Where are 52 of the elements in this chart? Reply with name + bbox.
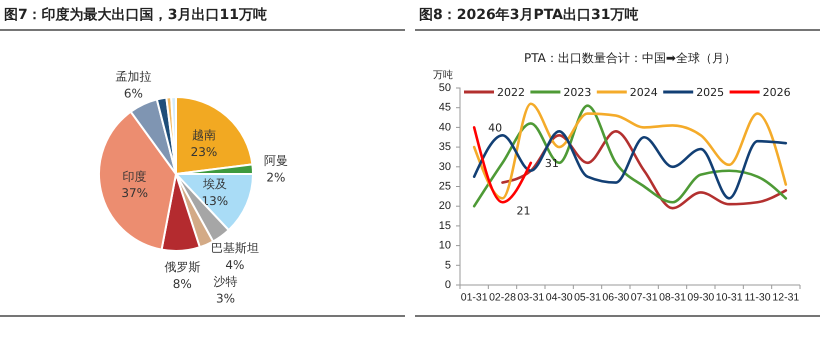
x-tick-label: 02-28: [489, 291, 516, 304]
slice-label: 印度: [122, 169, 147, 184]
slice-label: 沙特: [214, 274, 238, 288]
y-axis-title: 万吨: [433, 69, 453, 81]
slice-label: 越南: [192, 128, 216, 142]
y-tick-label: 40: [438, 121, 451, 134]
y-tick-label: 25: [438, 180, 451, 192]
x-tick-label: 10-31: [716, 291, 743, 304]
x-tick-label: 07-31: [630, 291, 658, 304]
x-tick-label: 05-31: [574, 291, 602, 304]
legend-label: 2022: [497, 86, 525, 99]
data-label: 3%: [216, 291, 236, 306]
legend-label: 2025: [696, 86, 724, 99]
x-tick-label: 12-31: [772, 291, 800, 304]
y-tick-label: 15: [438, 220, 451, 232]
x-tick-label: 09-30: [687, 291, 714, 304]
data-label: 13%: [202, 194, 228, 208]
y-tick-label: 50: [438, 82, 451, 94]
data-label: 4%: [225, 258, 244, 272]
data-label: 8%: [172, 276, 192, 291]
y-tick-label: 10: [438, 240, 451, 252]
data-label: 6%: [124, 86, 143, 100]
data-label: 37%: [121, 186, 148, 200]
x-tick-label: 06-30: [602, 291, 630, 304]
data-label: 40: [488, 121, 502, 134]
data-label: 31: [544, 156, 559, 170]
slice-label: 埃及: [202, 176, 227, 191]
legend-label: 2026: [762, 86, 791, 99]
x-tick-label: 04-30: [546, 291, 573, 304]
chart-title: 图8：2026年3月PTA出口31万吨: [419, 7, 638, 23]
slice-label: 俄罗斯: [164, 260, 200, 274]
y-tick-label: 5: [444, 259, 451, 272]
data-label: 2%: [266, 170, 286, 185]
slice-label: 巴基斯坦: [210, 240, 259, 255]
chart-subtitle: PTA：出口数量合计：中国➡全球（月）: [524, 51, 736, 65]
legend-label: 2023: [563, 86, 592, 99]
y-tick-label: 45: [438, 102, 451, 114]
y-tick-label: 20: [438, 200, 451, 212]
legend-label: 2024: [630, 86, 658, 99]
y-tick-label: 30: [438, 160, 451, 173]
chart-title: 图7：印度为最大出口国，3月出口11万吨: [4, 6, 267, 23]
data-label: 23%: [190, 145, 218, 160]
x-tick-label: 03-31: [517, 291, 544, 304]
data-label: 21: [516, 204, 530, 218]
slice-label: 孟加拉: [115, 69, 152, 84]
line-series: [472, 130, 788, 200]
x-tick-label: 01-31: [460, 291, 488, 304]
y-tick-label: 35: [438, 141, 451, 154]
x-tick-label: 08-31: [659, 291, 686, 304]
x-tick-label: 11-30: [744, 291, 771, 304]
slice-label: 阿曼: [264, 154, 288, 168]
y-tick-label: 0: [444, 279, 451, 291]
